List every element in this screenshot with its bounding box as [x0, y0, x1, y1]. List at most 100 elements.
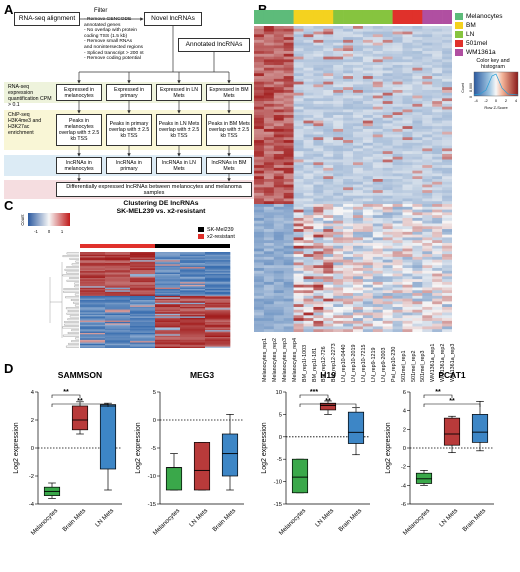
heatmap-cell — [303, 284, 314, 288]
heatmap-cell — [80, 330, 106, 332]
heatmap-cell — [263, 273, 275, 277]
dendrogram-branch — [70, 299, 79, 301]
heatmap-cell — [155, 309, 181, 312]
heatmap-cell — [313, 201, 324, 205]
heatmap-cell — [263, 240, 275, 244]
heatmap-cell — [392, 315, 403, 319]
heatmap-cell — [372, 39, 383, 43]
heatmap-cell — [254, 209, 265, 213]
heatmap-cell — [130, 269, 156, 272]
heatmap-cell — [205, 301, 231, 304]
heatmap-cell — [303, 31, 314, 35]
heatmap-cell — [422, 245, 433, 249]
heatmap-cell — [402, 295, 413, 299]
heatmap-cell — [402, 268, 413, 272]
box — [347, 411, 365, 444]
heatmap-cell — [323, 309, 334, 313]
heatmap-cell — [353, 31, 364, 35]
heatmap-cell — [205, 315, 231, 317]
heatmap-cell — [372, 153, 383, 158]
heatmap-cell — [343, 98, 354, 102]
heatmap-cell — [432, 293, 443, 297]
heatmap-cell — [432, 109, 443, 113]
heatmap-cell — [283, 173, 294, 177]
heatmap-cell — [303, 92, 314, 96]
heatmap-cell — [303, 293, 314, 297]
heatmap-cell — [402, 198, 413, 202]
heatmap-cell — [412, 198, 423, 202]
heatmap-cell — [392, 320, 403, 324]
heatmap-cell — [412, 167, 423, 171]
heatmap-cell — [80, 346, 106, 348]
heatmap-cell — [402, 156, 413, 160]
heatmap-cell — [432, 42, 443, 46]
y-tick-label: -2 — [401, 465, 406, 471]
heatmap-cell — [372, 37, 383, 41]
heatmap-cell — [283, 28, 294, 32]
heatmap-cell — [313, 51, 324, 55]
heatmap-cell — [205, 283, 231, 286]
heatmap-cell — [362, 34, 374, 38]
heatmap-cell — [105, 258, 131, 261]
heatmap-cell — [372, 81, 383, 85]
heatmap-cell — [293, 48, 304, 52]
heatmap-cell — [402, 215, 413, 219]
heatmap-cell — [273, 26, 284, 30]
heatmap-cell — [343, 270, 354, 274]
heatmap-cell — [432, 223, 443, 227]
heatmap-cell — [130, 254, 156, 257]
heatmap-cell — [283, 165, 294, 169]
heatmap-cell — [283, 281, 294, 286]
heatmap-cell — [130, 312, 156, 315]
heatmap-cell — [283, 151, 294, 155]
heatmap-cell — [293, 123, 304, 127]
heatmap-cell — [343, 117, 354, 121]
heatmap-cell — [362, 268, 374, 272]
heatmap-cell — [372, 103, 383, 107]
heatmap-cell — [254, 293, 265, 297]
significance-bracket — [423, 394, 453, 398]
heatmap-cell — [155, 321, 181, 324]
heatmap-cell — [263, 156, 275, 160]
heatmap-cell — [442, 126, 452, 130]
heatmap-cell — [303, 215, 314, 219]
heatmap-cell — [283, 276, 294, 280]
heatmap-cell — [323, 159, 334, 163]
heatmap-cell — [313, 148, 324, 152]
heatmap-cell — [313, 287, 324, 291]
heatmap-cell — [105, 272, 131, 275]
heatmap-cell — [105, 279, 131, 282]
dendrogram-branch — [65, 345, 79, 348]
heatmap-cell — [432, 159, 443, 163]
heatmap-cell — [254, 170, 265, 174]
heatmap-cell — [382, 192, 393, 196]
heatmap-cell — [205, 290, 231, 293]
heatmap-cell — [343, 284, 354, 288]
heatmap-cell — [254, 318, 265, 322]
heatmap-cell — [293, 181, 304, 185]
heatmap-cell — [323, 28, 334, 32]
heatmap-cell — [205, 254, 231, 257]
heatmap-cell — [130, 345, 156, 347]
heatmap-cell — [442, 231, 452, 235]
heatmap-cell — [293, 220, 304, 224]
heatmap-cell — [362, 326, 374, 330]
heatmap-cell — [205, 324, 231, 327]
heatmap-cell — [254, 98, 265, 102]
heatmap-cell — [422, 81, 433, 85]
heatmap-cell — [273, 56, 284, 60]
heatmap-cell — [180, 264, 206, 267]
heatmap-cell — [80, 323, 106, 325]
row-dendrogram — [49, 252, 79, 348]
heatmap-cell — [130, 256, 156, 258]
heatmap-cell — [422, 78, 433, 82]
heatmap-cell — [333, 190, 344, 194]
heatmap-cell — [293, 87, 304, 91]
heatmap-cell — [323, 167, 334, 171]
heatmap-cell — [343, 159, 354, 163]
heatmap-cell — [263, 95, 275, 99]
box — [415, 472, 433, 484]
key-xlabel: Row Z-Score — [484, 105, 508, 110]
heatmap-cell — [372, 42, 383, 46]
heatmap-cell — [283, 134, 294, 138]
